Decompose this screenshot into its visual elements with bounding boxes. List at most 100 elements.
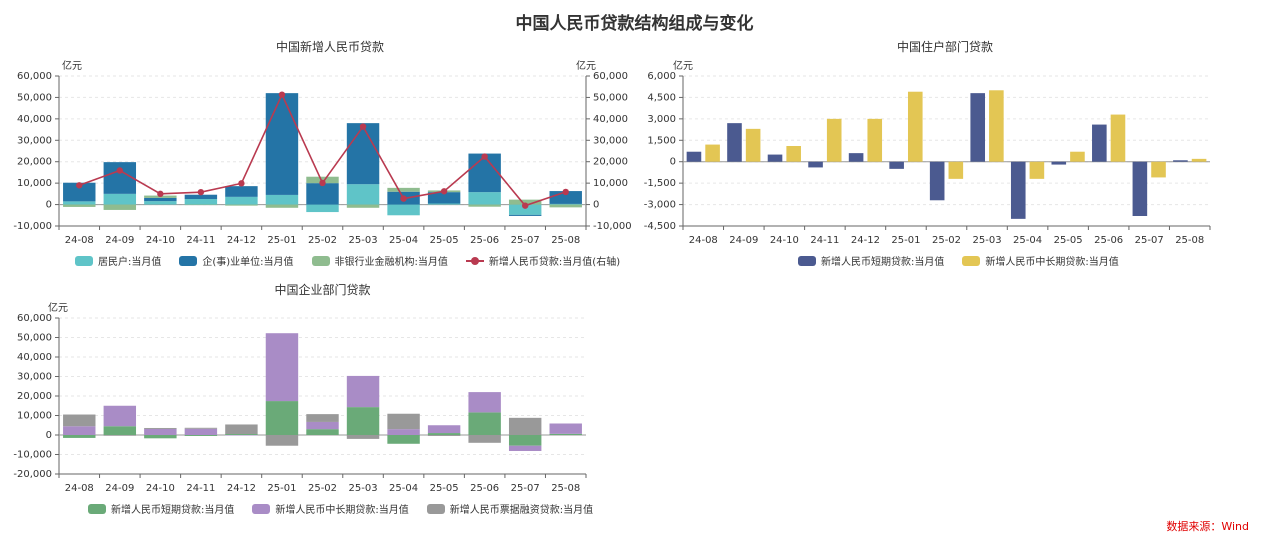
bar: [387, 204, 420, 216]
line-point: [319, 179, 326, 187]
bar: [306, 421, 339, 430]
x-tick-label: 25-02: [308, 235, 337, 246]
bar: [1151, 161, 1166, 178]
bar: [1010, 161, 1026, 219]
bar: [867, 118, 883, 162]
y-tick-label: -20,000: [13, 469, 52, 480]
bar: [989, 90, 1004, 162]
legend-item-bill-financing[interactable]: 新增人民币票据融资贷款:当月值: [426, 501, 593, 516]
legend-item-long-term[interactable]: 新增人民币中长期贷款:当月值: [252, 501, 409, 516]
bar: [468, 192, 501, 205]
bar: [508, 435, 542, 446]
bar: [427, 192, 461, 204]
legend-item-short-term[interactable]: 新增人民币短期贷款:当月值: [88, 501, 234, 516]
bar: [1191, 158, 1207, 162]
bar: [346, 123, 380, 185]
bar: [508, 204, 542, 215]
chart1-title: 中国新增人民币贷款: [275, 40, 384, 54]
bar: [346, 204, 380, 208]
y-tick-label: -1,500: [644, 178, 676, 189]
bar: [225, 196, 258, 205]
bar: [705, 144, 720, 162]
bar: [63, 204, 96, 207]
bar: [948, 161, 964, 179]
legend-item-nonbank[interactable]: 非银行业金融机构:当月值: [311, 253, 448, 268]
bar: [826, 118, 842, 162]
y-tick-label: -10,000: [13, 221, 52, 232]
bar: [184, 199, 218, 205]
bar: [970, 93, 986, 162]
bar: [468, 412, 501, 435]
legend-swatch: [426, 503, 445, 514]
line-point: [157, 190, 164, 198]
bar: [63, 201, 96, 205]
x-tick-label: 25-03: [973, 235, 1002, 246]
chart3-title: 中国企业部门贷款: [274, 283, 371, 297]
y-tick-label: 6,000: [647, 71, 676, 82]
x-tick-label: 24-09: [729, 235, 758, 246]
x-tick-label: 24-10: [770, 235, 799, 246]
bar: [889, 161, 904, 169]
y2-tick-label: 60,000: [593, 71, 628, 82]
legend-swatch: [252, 503, 271, 514]
bar: [508, 417, 542, 435]
bar: [225, 186, 258, 197]
legend-swatch: [88, 503, 106, 514]
legend-item-long-term[interactable]: 新增人民币中长期贷款:当月值: [962, 253, 1119, 268]
bar: [686, 151, 702, 162]
x-tick-label: 25-07: [511, 235, 540, 246]
x-tick-label: 24-11: [186, 235, 215, 246]
y-tick-label: 60,000: [17, 313, 52, 324]
x-tick-label: 24-09: [105, 235, 134, 246]
bar: [184, 194, 218, 199]
y-tick-label: 60,000: [17, 71, 52, 82]
legend-label: 新增人民币贷款:当月值(右轴): [488, 257, 621, 268]
bar: [103, 405, 137, 427]
bar: [549, 433, 582, 435]
bar: [427, 203, 461, 205]
y-tick-label: 0: [670, 157, 676, 168]
chart3-legend: 新增人民币短期贷款:当月值 新增人民币中长期贷款:当月值 新增人民币票据融资贷款…: [88, 501, 593, 516]
chart2-legend: 新增人民币短期贷款:当月值 新增人民币中长期贷款:当月值: [798, 253, 1119, 268]
y-tick-label: 0: [46, 200, 52, 211]
legend-item-household[interactable]: 居民户:当月值: [75, 253, 161, 268]
bar: [1110, 114, 1126, 162]
line-point: [481, 153, 488, 160]
legend-label: 企(事)业单位:当月值: [202, 257, 294, 268]
x-tick-label: 25-08: [551, 235, 580, 246]
legend-item-enterprise[interactable]: 企(事)业单位:当月值: [179, 253, 294, 268]
legend-item-total-line[interactable]: 新增人民币贷款:当月值(右轴): [465, 253, 621, 268]
bar: [387, 435, 420, 444]
chart1-unit-right: 亿元: [576, 61, 596, 72]
chart3-unit: 亿元: [48, 303, 68, 314]
legend-swatch: [75, 255, 93, 266]
x-tick-label: 24-10: [146, 483, 175, 494]
y-tick-label: 10,000: [17, 411, 52, 422]
legend-item-short-term[interactable]: 新增人民币短期贷款:当月值: [798, 253, 944, 268]
x-tick-label: 25-01: [267, 483, 296, 494]
bar: [1132, 161, 1148, 216]
bar: [144, 197, 177, 202]
line-point: [116, 167, 124, 174]
bar: [468, 153, 501, 193]
bar: [63, 182, 96, 202]
line-point: [400, 195, 407, 202]
y-tick-label: 10,000: [17, 178, 52, 189]
y-tick-label: 20,000: [17, 157, 52, 168]
bar: [306, 414, 339, 422]
bar: [387, 413, 420, 430]
bar: [306, 204, 339, 213]
bar: [387, 187, 420, 192]
x-tick-label: 25-02: [308, 483, 337, 494]
bar: [225, 204, 258, 206]
x-tick-label: 25-07: [511, 483, 540, 494]
legend-label: 居民户:当月值: [98, 257, 162, 268]
y-tick-label: -10,000: [13, 450, 52, 461]
bar: [144, 201, 177, 205]
bar: [103, 426, 137, 435]
bar: [1092, 124, 1107, 162]
y-tick-label: -3,000: [644, 200, 676, 211]
line-point: [562, 188, 569, 196]
legend-line-swatch: [465, 256, 484, 266]
